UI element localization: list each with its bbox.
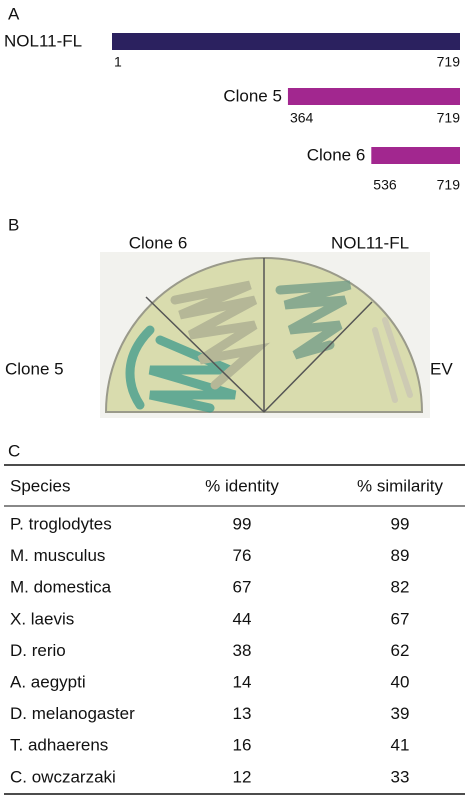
- table-cell: M. domestica: [10, 578, 112, 597]
- table-cell: 40: [391, 672, 410, 691]
- table-cell: 13: [233, 704, 252, 723]
- table-cell: X. laevis: [10, 609, 74, 628]
- plate-photo: [100, 252, 430, 418]
- table-cell: 82: [391, 578, 410, 597]
- table-cell: 99: [391, 514, 410, 533]
- residue-start: 364: [290, 110, 314, 126]
- construct-name: Clone 5: [223, 86, 282, 105]
- table-cell: 44: [233, 609, 252, 628]
- table-header: Species: [10, 476, 70, 495]
- sector-label: EV: [430, 359, 453, 378]
- panel-label: A: [8, 4, 20, 23]
- table-cell: P. troglodytes: [10, 514, 112, 533]
- sector-label: Clone 5: [5, 359, 64, 378]
- construct-name: NOL11-FL: [4, 31, 82, 50]
- construct-name: Clone 6: [307, 145, 366, 164]
- residue-start: 1: [114, 54, 122, 70]
- table-cell: M. musculus: [10, 546, 105, 565]
- table-cell: D. melanogaster: [10, 704, 135, 723]
- table-header: % similarity: [357, 476, 443, 495]
- residue-end: 719: [437, 110, 461, 126]
- residue-end: 719: [437, 54, 461, 70]
- sector-label: NOL11-FL: [331, 233, 409, 252]
- table-cell: 38: [233, 641, 252, 660]
- table-cell: 89: [391, 546, 410, 565]
- residue-start: 536: [373, 177, 397, 193]
- panel-label: B: [8, 215, 19, 234]
- table-cell: 39: [391, 704, 410, 723]
- panel-label: C: [8, 441, 20, 460]
- table-cell: 99: [233, 514, 252, 533]
- construct-bar: [371, 147, 460, 164]
- table-cell: 41: [391, 736, 410, 755]
- construct-bar: [112, 33, 460, 50]
- table-cell: 16: [233, 736, 252, 755]
- table-cell: 67: [233, 578, 252, 597]
- table-cell: T. adhaerens: [10, 736, 108, 755]
- table-cell: 12: [233, 767, 252, 786]
- table-cell: 76: [233, 546, 252, 565]
- table-cell: 33: [391, 767, 410, 786]
- residue-end: 719: [437, 177, 461, 193]
- table-header: % identity: [205, 476, 279, 495]
- construct-bar: [287, 88, 460, 105]
- table-cell: C. owczarzaki: [10, 767, 116, 786]
- table-cell: 14: [233, 672, 252, 691]
- table-cell: A. aegypti: [10, 672, 86, 691]
- table-cell: 62: [391, 641, 410, 660]
- sector-label: Clone 6: [129, 233, 188, 252]
- table-cell: D. rerio: [10, 641, 66, 660]
- table-cell: 67: [391, 609, 410, 628]
